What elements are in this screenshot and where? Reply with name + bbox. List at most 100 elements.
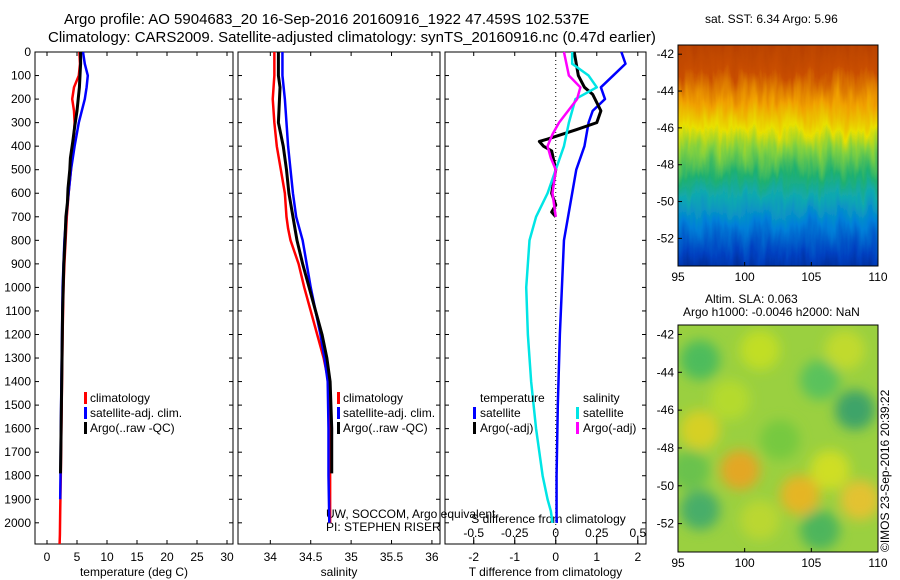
x-tick-label: 1 (593, 550, 600, 564)
map-x-tick-label: 105 (801, 270, 821, 284)
y-tick-label: 700 (11, 210, 31, 224)
sla-blob (740, 330, 780, 370)
sla-blob (710, 380, 750, 420)
x-tick-label: 10 (100, 550, 114, 564)
map-x-tick-label: 95 (671, 556, 685, 570)
legend-label: satellite (480, 406, 521, 420)
sla-blob (840, 480, 878, 520)
x-tick-label: 0 (44, 550, 51, 564)
y-tick-label: 1100 (5, 304, 31, 318)
imos-stamp: ©IMOS 23-Sep-2016 20:39:22 (878, 389, 892, 552)
difference_profile-series (524, 51, 627, 523)
legend-swatch (576, 422, 579, 434)
map-x-tick-label: 110 (868, 556, 887, 570)
map-y-tick-label: -46 (657, 121, 675, 135)
legend-swatch (84, 392, 87, 404)
x2-tick-label: 0.25 (585, 526, 609, 540)
x-tick-label: 0 (552, 550, 559, 564)
y-tick-label: 1500 (4, 398, 31, 412)
map-x-tick-label: 100 (735, 556, 755, 570)
credit-line2: PI: STEPHEN RISER (326, 520, 441, 534)
series-line-climatology (271, 52, 332, 523)
x-tick-label: -2 (468, 550, 479, 564)
y-tick-label: 900 (11, 257, 31, 271)
sla-map-title-line1: Altim. SLA: 0.063 (705, 292, 798, 306)
x2-axis-label: S difference from climatology (471, 512, 626, 526)
map-y-tick-label: -42 (657, 327, 675, 341)
sla-blob (740, 500, 780, 540)
x2-tick-label: 0.5 (629, 526, 646, 540)
y-tick-label: 500 (11, 163, 31, 177)
series-line-argo-adj- (546, 51, 582, 217)
map-y-tick-label: -42 (657, 47, 675, 61)
x-axis-label: temperature (deg C) (80, 565, 188, 579)
series-line-argo-raw-qc- (59, 52, 83, 474)
salinity_profile-series (271, 52, 334, 523)
sla-blob (680, 490, 720, 530)
legend-label: climatology (90, 391, 150, 405)
x-tick-label: 2 (634, 550, 641, 564)
legend-label: Argo(..raw -QC) (343, 421, 428, 435)
sla_map: 95 100 105 110 -42 -44 -46 -48 -50 -52 (657, 324, 888, 570)
y-tick-label: 1200 (4, 327, 31, 341)
legend-label: satellite-adj. clim. (343, 406, 435, 420)
y-tick-label: 1800 (4, 469, 31, 483)
x-tick-label: 35.5 (380, 550, 404, 564)
map-y-tick-label: -50 (657, 195, 675, 209)
legend-swatch (576, 407, 579, 419)
x-tick-label: 35 (344, 550, 358, 564)
legend-label: satellite-adj. clim. (90, 406, 182, 420)
map-y-tick-label: -48 (657, 441, 675, 455)
sst-color-field (678, 45, 878, 266)
credit-line1: UW, SOCCOM, Argo equivalent (326, 507, 496, 521)
y-tick-label: 1400 (4, 375, 31, 389)
x-tick-label: 15 (130, 550, 144, 564)
x2-tick-label: 0 (552, 526, 559, 540)
legend-title-salinity: salinity (583, 391, 620, 405)
legend-swatch (84, 407, 87, 419)
figure-title-line2: Climatology: CARS2009. Satellite-adjuste… (48, 29, 656, 46)
x-tick-label: 5 (74, 550, 81, 564)
map-y-tick-label: -44 (657, 84, 675, 98)
salinity_profile-panel: 34 34.5 35 35.5 36 salinity climatologysatelli… (237, 51, 441, 579)
map-x-tick-label: 105 (801, 556, 821, 570)
legend-swatch (84, 422, 87, 434)
map-frame (677, 324, 879, 553)
legend-label: satellite (583, 406, 624, 420)
y-tick-label: 1300 (4, 351, 31, 365)
map-y-tick-label: -48 (657, 158, 675, 172)
map-x-tick-label: 110 (868, 270, 887, 284)
map-x-tick-label: 95 (671, 270, 685, 284)
figure-title-line1: Argo profile: AO 5904683_20 16-Sep-2016 … (64, 11, 590, 28)
legend-title-temperature: temperature (480, 391, 545, 405)
sla-blob (810, 450, 850, 490)
y-tick-label: 1600 (4, 422, 31, 436)
series-line-satellite-adj-clim- (281, 52, 331, 523)
temperature_profile-frame (34, 51, 234, 545)
legend-label: climatology (343, 391, 403, 405)
y-tick-label: 200 (11, 92, 31, 106)
sla-blob (800, 360, 840, 400)
map-y-tick-label: -52 (657, 517, 675, 531)
sla-blobs (678, 330, 878, 550)
y-tick-label: 600 (11, 186, 31, 200)
x-tick-label: 20 (160, 550, 174, 564)
temperature_profile-series (58, 51, 90, 545)
y-tick-label: 0 (24, 45, 31, 59)
x-tick-label: -1 (509, 550, 520, 564)
legend-label: Argo(-adj) (583, 421, 636, 435)
legend-swatch (337, 392, 340, 404)
legend-label: Argo(-adj) (480, 421, 533, 435)
map-x-tick-label: 100 (735, 270, 755, 284)
y-tick-label: 2000 (4, 516, 31, 530)
x-axis-label: T difference from climatology (469, 565, 623, 579)
y-tick-label: 800 (11, 233, 31, 247)
sla-map-title-line2: Argo h1000: -0.0046 h2000: NaN (683, 305, 860, 319)
sla-blob (760, 420, 800, 460)
x2-tick-label: -0.25 (501, 526, 529, 540)
sla-blob (678, 450, 710, 490)
y-tick-label: 400 (11, 139, 31, 153)
x-tick-label: 34.5 (299, 550, 323, 564)
series-line-satellite (555, 51, 627, 523)
